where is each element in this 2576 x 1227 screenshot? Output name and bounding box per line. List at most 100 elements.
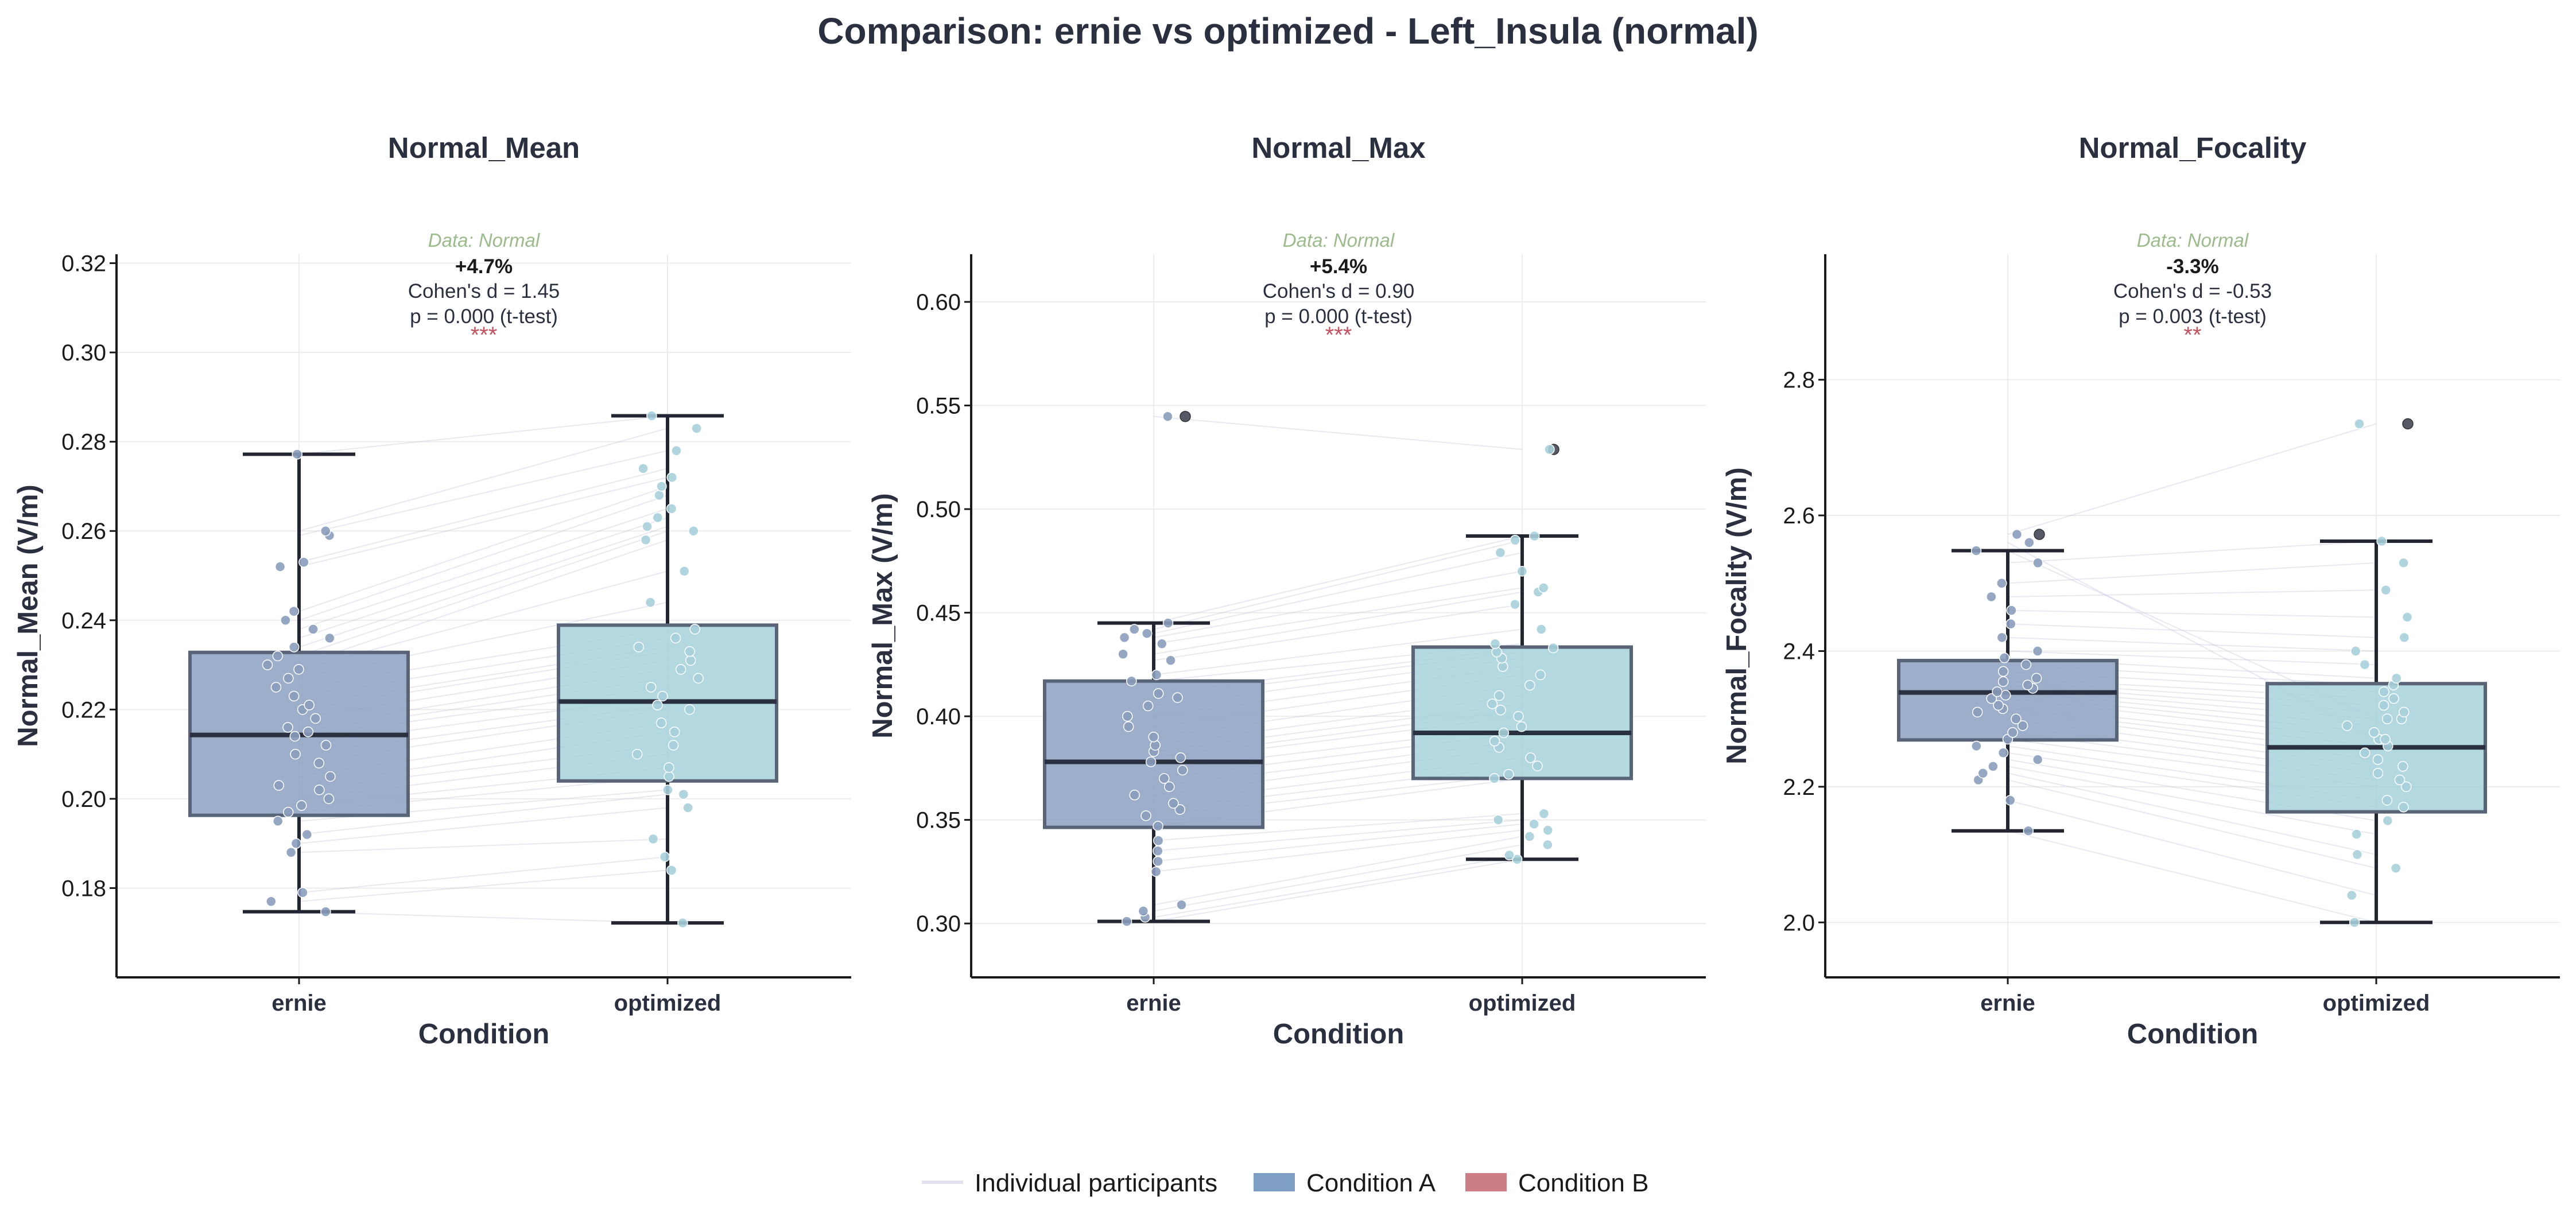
participant-point [1986, 693, 1997, 704]
participant-point [273, 780, 284, 791]
participant-point [2372, 754, 2384, 765]
y-tick-label: 0.45 [916, 601, 961, 626]
participant-point [2381, 713, 2393, 724]
panels: 0.18 0.20 0.22 0.24 0.26 0.28 0.30 0.32 ernie opt… [13, 131, 2560, 1050]
participant-point [669, 726, 680, 737]
participant-point [1172, 692, 1183, 703]
participant-point [1129, 624, 1140, 635]
participant-point [1538, 583, 1549, 593]
y-tick-label: 0.60 [916, 290, 961, 315]
stat-data-source: Data: Normal [428, 230, 541, 251]
legend-label: Condition A [1306, 1169, 1436, 1197]
participant-point [652, 700, 663, 710]
participant-point [1153, 845, 1163, 857]
panel-2: 2.0 2.2 2.4 2.6 2.8 ernie optimized Normal_Foca… [1721, 131, 2560, 1050]
y-tick-label: 0.55 [916, 394, 961, 419]
participant-line [298, 856, 668, 894]
x-axis-label: Condition [418, 1019, 550, 1050]
participant-line [298, 450, 668, 536]
participant-point [1992, 686, 2003, 697]
participant-point [2369, 727, 2380, 738]
participant-point [693, 673, 704, 684]
participant-point [266, 896, 277, 907]
participant-line [298, 486, 668, 612]
participant-line [1153, 628, 1523, 675]
participant-point [1503, 768, 1514, 780]
participant-point [285, 847, 297, 858]
x-tick-label: ernie [1126, 991, 1181, 1016]
participant-point [688, 525, 699, 537]
participant-point [314, 785, 325, 795]
figure-title: Comparison: ernie vs optimized - Left_In… [817, 10, 1758, 52]
panel-title: Normal_Mean [388, 131, 580, 164]
stat-significance: *** [1325, 323, 1352, 348]
panel-1: 0.30 0.35 0.40 0.45 0.50 0.55 0.60 ernie optimiz… [867, 131, 1706, 1050]
participant-point [2399, 632, 2410, 643]
participant-point [296, 800, 307, 811]
participant-line [2007, 423, 2377, 535]
legend-item-2: Condition B [1465, 1169, 1648, 1197]
participant-point [1140, 810, 1151, 821]
participant-point [2391, 673, 2402, 684]
legend: Individual participants Condition A Condit… [922, 1169, 1648, 1197]
participant-point [668, 740, 679, 751]
x-tick-label: ernie [1980, 991, 2035, 1016]
participant-point [1510, 534, 1520, 546]
panel-title: Normal_Focality [2079, 131, 2307, 164]
participant-point [283, 673, 294, 684]
participant-point [302, 726, 314, 737]
participant-point [2354, 418, 2365, 429]
participant-point [1495, 547, 1506, 558]
participant-point [292, 449, 302, 460]
participant-point [671, 445, 682, 456]
participant-point [1165, 655, 1176, 666]
stat-p-value: p = 0.003 (t-test) [2119, 305, 2267, 328]
participant-point [1122, 710, 1133, 722]
stat-percent-change: +5.4% [1310, 255, 1367, 278]
y-tick-label: 0.50 [916, 497, 961, 522]
participant-point [1123, 721, 1134, 732]
participant-point [1162, 411, 1173, 422]
participant-point [1524, 679, 1535, 691]
legend-item-1: Condition A [1254, 1169, 1436, 1197]
participant-line [298, 508, 668, 630]
participant-line [298, 415, 668, 455]
x-tick-label: ernie [271, 991, 327, 1016]
participant-point [2398, 557, 2409, 569]
participant-point [1538, 808, 1550, 820]
participant-point [659, 851, 670, 863]
participant-point [1138, 906, 1149, 917]
x-tick-label: optimized [1469, 991, 1576, 1016]
participant-point [1986, 591, 1997, 603]
participant-point [645, 597, 656, 608]
legend-item-0: Individual participants [922, 1169, 1217, 1197]
participant-point [272, 650, 284, 662]
participant-point [1988, 761, 1999, 772]
participant-point [1972, 706, 1983, 718]
y-tick-label: 0.32 [61, 251, 106, 277]
participant-point [325, 771, 336, 782]
y-tick-label: 0.18 [61, 876, 106, 901]
participant-point [2020, 659, 2032, 670]
participant-point [2011, 713, 2022, 724]
participant-point [655, 717, 667, 728]
outlier-point [2034, 529, 2045, 540]
participant-point [1487, 698, 1498, 709]
participant-point [691, 423, 702, 434]
participant-point [1999, 653, 2010, 663]
participant-point [2379, 686, 2389, 697]
participant-point [1542, 839, 1553, 851]
legend-label: Individual participants [975, 1169, 1217, 1197]
participant-point [1524, 831, 1535, 842]
participant-point [1489, 773, 1500, 784]
participant-point [289, 731, 301, 742]
participant-point [645, 682, 657, 693]
participant-line [2007, 540, 2377, 564]
participant-point [320, 740, 332, 751]
participant-point [1997, 666, 2009, 677]
participant-point [2032, 557, 2043, 569]
stat-significance: *** [471, 323, 498, 348]
participant-point [2380, 584, 2391, 596]
participant-point [1164, 781, 1175, 793]
